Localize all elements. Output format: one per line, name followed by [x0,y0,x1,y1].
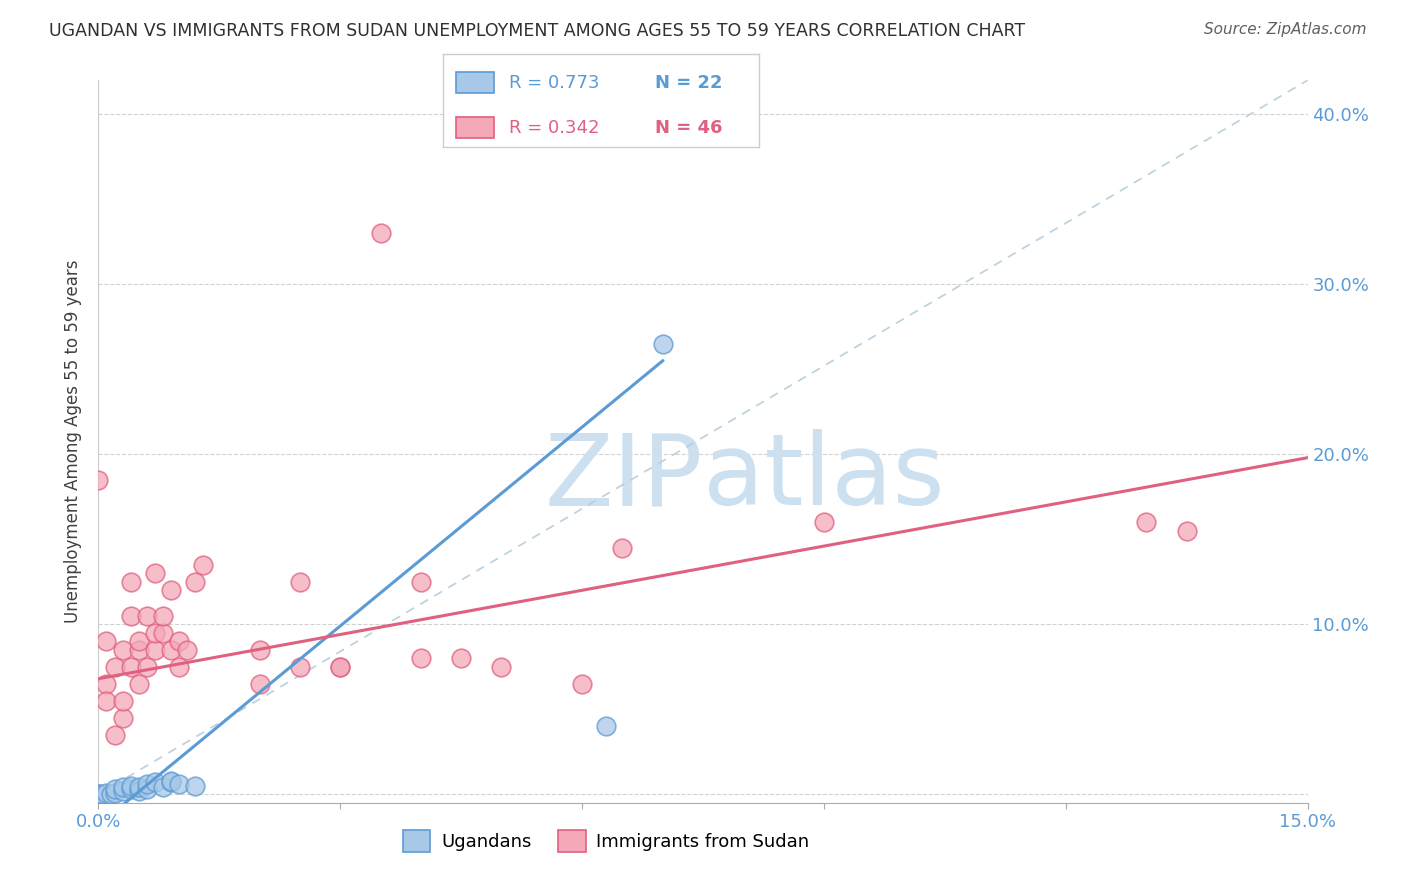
Point [409,651,432,665]
Text: ZIP: ZIP [544,429,703,526]
Point [103,782,125,797]
Point [111,642,134,657]
Point [167,777,190,791]
Point [491,660,513,674]
Point [111,780,134,795]
Point [813,516,835,530]
Point [87,787,110,801]
Point [87,473,110,487]
Point [120,660,142,674]
Point [111,784,134,798]
Point [329,660,352,674]
Point [120,782,142,797]
Point [160,642,183,657]
Point [152,625,174,640]
Point [184,779,207,793]
Point [96,677,118,691]
Point [128,780,150,795]
Point [120,608,142,623]
Point [135,782,157,797]
Point [160,775,183,789]
Point [249,677,271,691]
Point [103,728,125,742]
Point [128,634,150,648]
FancyBboxPatch shape [456,117,494,138]
Text: Source: ZipAtlas.com: Source: ZipAtlas.com [1204,22,1367,37]
Point [135,777,157,791]
Text: N = 22: N = 22 [655,73,723,92]
Point [370,227,392,241]
Point [143,642,166,657]
Legend: Ugandans, Immigrants from Sudan: Ugandans, Immigrants from Sudan [396,822,817,859]
Point [176,642,198,657]
Point [160,583,183,598]
Point [249,642,271,657]
Point [135,660,157,674]
Point [103,660,125,674]
Point [329,660,352,674]
Point [96,634,118,648]
Point [143,625,166,640]
Point [288,660,311,674]
Point [167,660,190,674]
Point [135,608,157,623]
Point [111,711,134,725]
Point [128,677,150,691]
Point [128,784,150,798]
Point [91,787,114,801]
Point [120,779,142,793]
Point [120,574,142,589]
Point [103,786,125,800]
Point [96,786,118,800]
Text: R = 0.342: R = 0.342 [509,119,600,136]
Point [450,651,472,665]
Point [143,775,166,789]
Point [96,694,118,708]
Point [409,574,432,589]
Point [612,541,634,555]
Point [184,574,207,589]
Text: UGANDAN VS IMMIGRANTS FROM SUDAN UNEMPLOYMENT AMONG AGES 55 TO 59 YEARS CORRELAT: UGANDAN VS IMMIGRANTS FROM SUDAN UNEMPLO… [49,22,1025,40]
Point [571,677,593,691]
Point [152,780,174,795]
Point [651,336,673,351]
Point [288,574,311,589]
Point [143,566,166,581]
Point [87,787,110,801]
Point [1135,516,1157,530]
FancyBboxPatch shape [456,72,494,93]
Point [111,694,134,708]
Point [595,719,617,733]
Point [160,773,183,788]
Text: R = 0.773: R = 0.773 [509,73,600,92]
Point [167,634,190,648]
Point [152,608,174,623]
Point [128,642,150,657]
Point [193,558,215,572]
Point [100,787,122,801]
Text: atlas: atlas [703,429,945,526]
Text: N = 46: N = 46 [655,119,723,136]
Y-axis label: Unemployment Among Ages 55 to 59 years: Unemployment Among Ages 55 to 59 years [65,260,83,624]
Point [1175,524,1198,538]
